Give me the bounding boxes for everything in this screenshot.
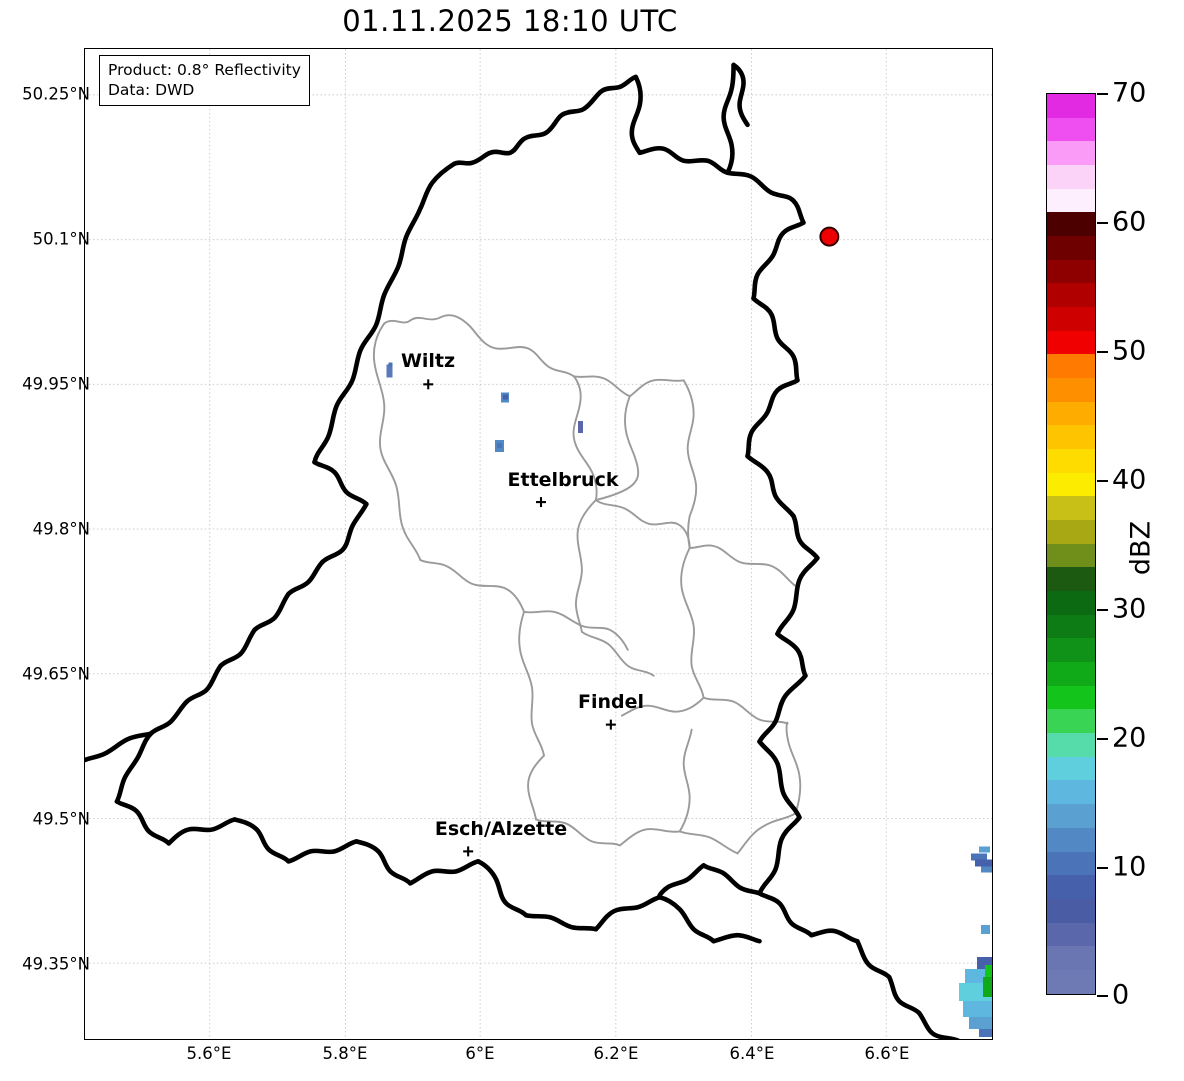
colorbar-band-3 xyxy=(1047,165,1095,189)
lat-tick-50-1: 50.1°N xyxy=(32,229,90,249)
colorbar-band-24 xyxy=(1047,662,1095,686)
cbar-label-60: 60 xyxy=(1112,206,1147,238)
national-border xyxy=(85,62,961,1039)
colorbar-band-35 xyxy=(1047,922,1095,947)
cbar-label-50: 50 xyxy=(1112,335,1147,367)
lat-tick-49-95: 49.95°N xyxy=(22,374,90,394)
cbar-tick-30 xyxy=(1097,609,1108,611)
colorbar-band-12 xyxy=(1047,378,1095,402)
colorbar-band-30 xyxy=(1047,804,1095,828)
colorbar-band-11 xyxy=(1047,354,1095,379)
colorbar-band-1 xyxy=(1047,117,1095,142)
colorbar-band-13 xyxy=(1047,401,1095,426)
colorbar-band-34 xyxy=(1047,898,1095,923)
lon-tick-5-8: 5.8°E xyxy=(322,1044,368,1063)
colorbar-band-8 xyxy=(1047,283,1095,308)
district-boundaries xyxy=(372,314,802,855)
page-title: 01.11.2025 18:10 UTC xyxy=(342,4,678,38)
colorbar-band-37 xyxy=(1047,969,1095,994)
colorbar-band-9 xyxy=(1047,307,1095,331)
colorbar-band-28 xyxy=(1047,756,1095,781)
cbar-tick-60 xyxy=(1097,222,1108,224)
dbz-colorbar[interactable] xyxy=(1046,93,1096,995)
cbar-label-30: 30 xyxy=(1112,593,1147,625)
city-label-ettelbruck: Ettelbruck xyxy=(507,469,619,491)
colorbar-band-7 xyxy=(1047,259,1095,284)
city-label-wiltz: Wiltz xyxy=(400,350,456,372)
colorbar-band-23 xyxy=(1047,638,1095,663)
colorbar-band-19 xyxy=(1047,543,1095,568)
cbar-tick-70 xyxy=(1097,93,1108,95)
cbar-tick-10 xyxy=(1097,867,1108,869)
colorbar-band-26 xyxy=(1047,709,1095,734)
cbar-label-40: 40 xyxy=(1112,464,1147,496)
colorbar-unit-label: dBZ xyxy=(1125,520,1157,576)
city-label-esch-alzette: Esch/Alzette xyxy=(434,818,568,840)
colorbar-band-0 xyxy=(1047,94,1095,118)
cbar-label-10: 10 xyxy=(1112,851,1147,883)
city-label-findel: Findel xyxy=(577,691,645,713)
colorbar-band-6 xyxy=(1047,236,1095,260)
colorbar-band-33 xyxy=(1047,875,1095,899)
radar-map-plot[interactable]: Product: 0.8° Reflectivity Data: DWD xyxy=(84,48,993,1040)
lon-tick-5-6: 5.6°E xyxy=(186,1044,232,1063)
map-canvas xyxy=(85,49,992,1039)
data-source-line: Data: DWD xyxy=(108,81,195,100)
colorbar-band-15 xyxy=(1047,449,1095,473)
colorbar-band-16 xyxy=(1047,472,1095,497)
lon-tick-6-6: 6.6°E xyxy=(864,1044,910,1063)
colorbar-band-18 xyxy=(1047,520,1095,544)
cbar-label-0: 0 xyxy=(1112,979,1130,1011)
colorbar-band-22 xyxy=(1047,614,1095,639)
cbar-tick-0 xyxy=(1097,995,1108,997)
lon-tick-6-2: 6.2°E xyxy=(593,1044,639,1063)
product-line: Product: 0.8° Reflectivity xyxy=(108,61,301,79)
colorbar-band-10 xyxy=(1047,330,1095,355)
lon-tick-6-4: 6.4°E xyxy=(729,1044,775,1063)
colorbar-band-14 xyxy=(1047,425,1095,450)
colorbar-band-20 xyxy=(1047,567,1095,592)
colorbar-band-2 xyxy=(1047,141,1095,166)
colorbar-band-5 xyxy=(1047,212,1095,237)
radar-echoes xyxy=(386,362,992,1038)
colorbar-band-36 xyxy=(1047,946,1095,970)
colorbar-band-25 xyxy=(1047,685,1095,710)
radar-station-marker[interactable] xyxy=(819,226,840,247)
colorbar-band-31 xyxy=(1047,827,1095,852)
cbar-label-70: 70 xyxy=(1112,77,1147,109)
map-gridlines xyxy=(85,49,992,1039)
colorbar-band-17 xyxy=(1047,496,1095,521)
lat-tick-50-25: 50.25°N xyxy=(22,84,90,104)
colorbar-band-4 xyxy=(1047,188,1095,213)
cbar-tick-20 xyxy=(1097,738,1108,740)
city-markers xyxy=(423,379,616,857)
lon-tick-6-0: 6°E xyxy=(465,1044,495,1063)
lat-tick-49-8: 49.8°N xyxy=(32,519,90,539)
colorbar-band-21 xyxy=(1047,591,1095,615)
product-info-box: Product: 0.8° Reflectivity Data: DWD xyxy=(99,55,310,107)
lat-tick-49-65: 49.65°N xyxy=(22,664,90,684)
lat-tick-49-5: 49.5°N xyxy=(32,809,90,829)
cbar-tick-40 xyxy=(1097,480,1108,482)
colorbar-band-29 xyxy=(1047,780,1095,805)
colorbar-band-27 xyxy=(1047,733,1095,757)
cbar-label-20: 20 xyxy=(1112,722,1147,754)
colorbar-band-32 xyxy=(1047,851,1095,876)
lat-tick-49-35: 49.35°N xyxy=(22,954,90,974)
cbar-tick-50 xyxy=(1097,351,1108,353)
